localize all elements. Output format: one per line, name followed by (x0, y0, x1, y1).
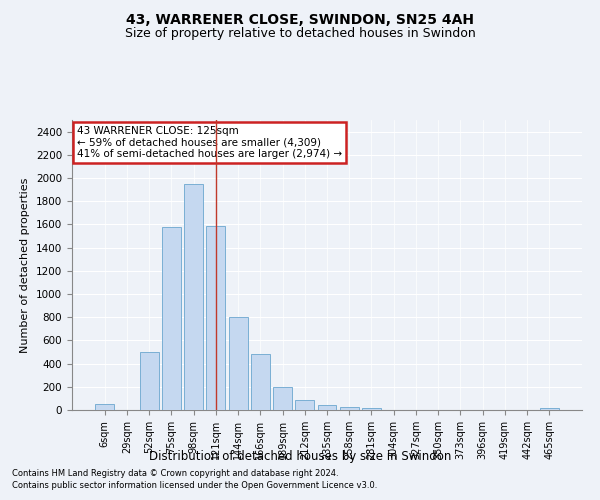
Bar (340, 406, 359, 410)
Bar (162, 226, 181, 410)
Bar (362, 408, 381, 410)
Y-axis label: Number of detached properties: Number of detached properties (20, 178, 31, 352)
Bar (229, 317, 248, 410)
Text: 43, WARRENER CLOSE, SWINDON, SN25 4AH: 43, WARRENER CLOSE, SWINDON, SN25 4AH (126, 12, 474, 26)
Text: Size of property relative to detached houses in Swindon: Size of property relative to detached ho… (125, 28, 475, 40)
Text: Contains public sector information licensed under the Open Government Licence v3: Contains public sector information licen… (12, 481, 377, 490)
Text: Contains HM Land Registry data © Crown copyright and database right 2024.: Contains HM Land Registry data © Crown c… (12, 468, 338, 477)
Bar (140, 352, 158, 410)
Bar (317, 406, 337, 410)
Text: 43 WARRENER CLOSE: 125sqm
← 59% of detached houses are smaller (4,309)
41% of se: 43 WARRENER CLOSE: 125sqm ← 59% of detac… (77, 126, 342, 159)
Bar (295, 400, 314, 410)
Text: Distribution of detached houses by size in Swindon: Distribution of detached houses by size … (149, 450, 451, 463)
Bar (273, 387, 292, 410)
Bar (206, 226, 225, 410)
Bar (184, 184, 203, 410)
Bar (95, 404, 114, 410)
Bar (540, 408, 559, 410)
Bar (251, 354, 270, 410)
